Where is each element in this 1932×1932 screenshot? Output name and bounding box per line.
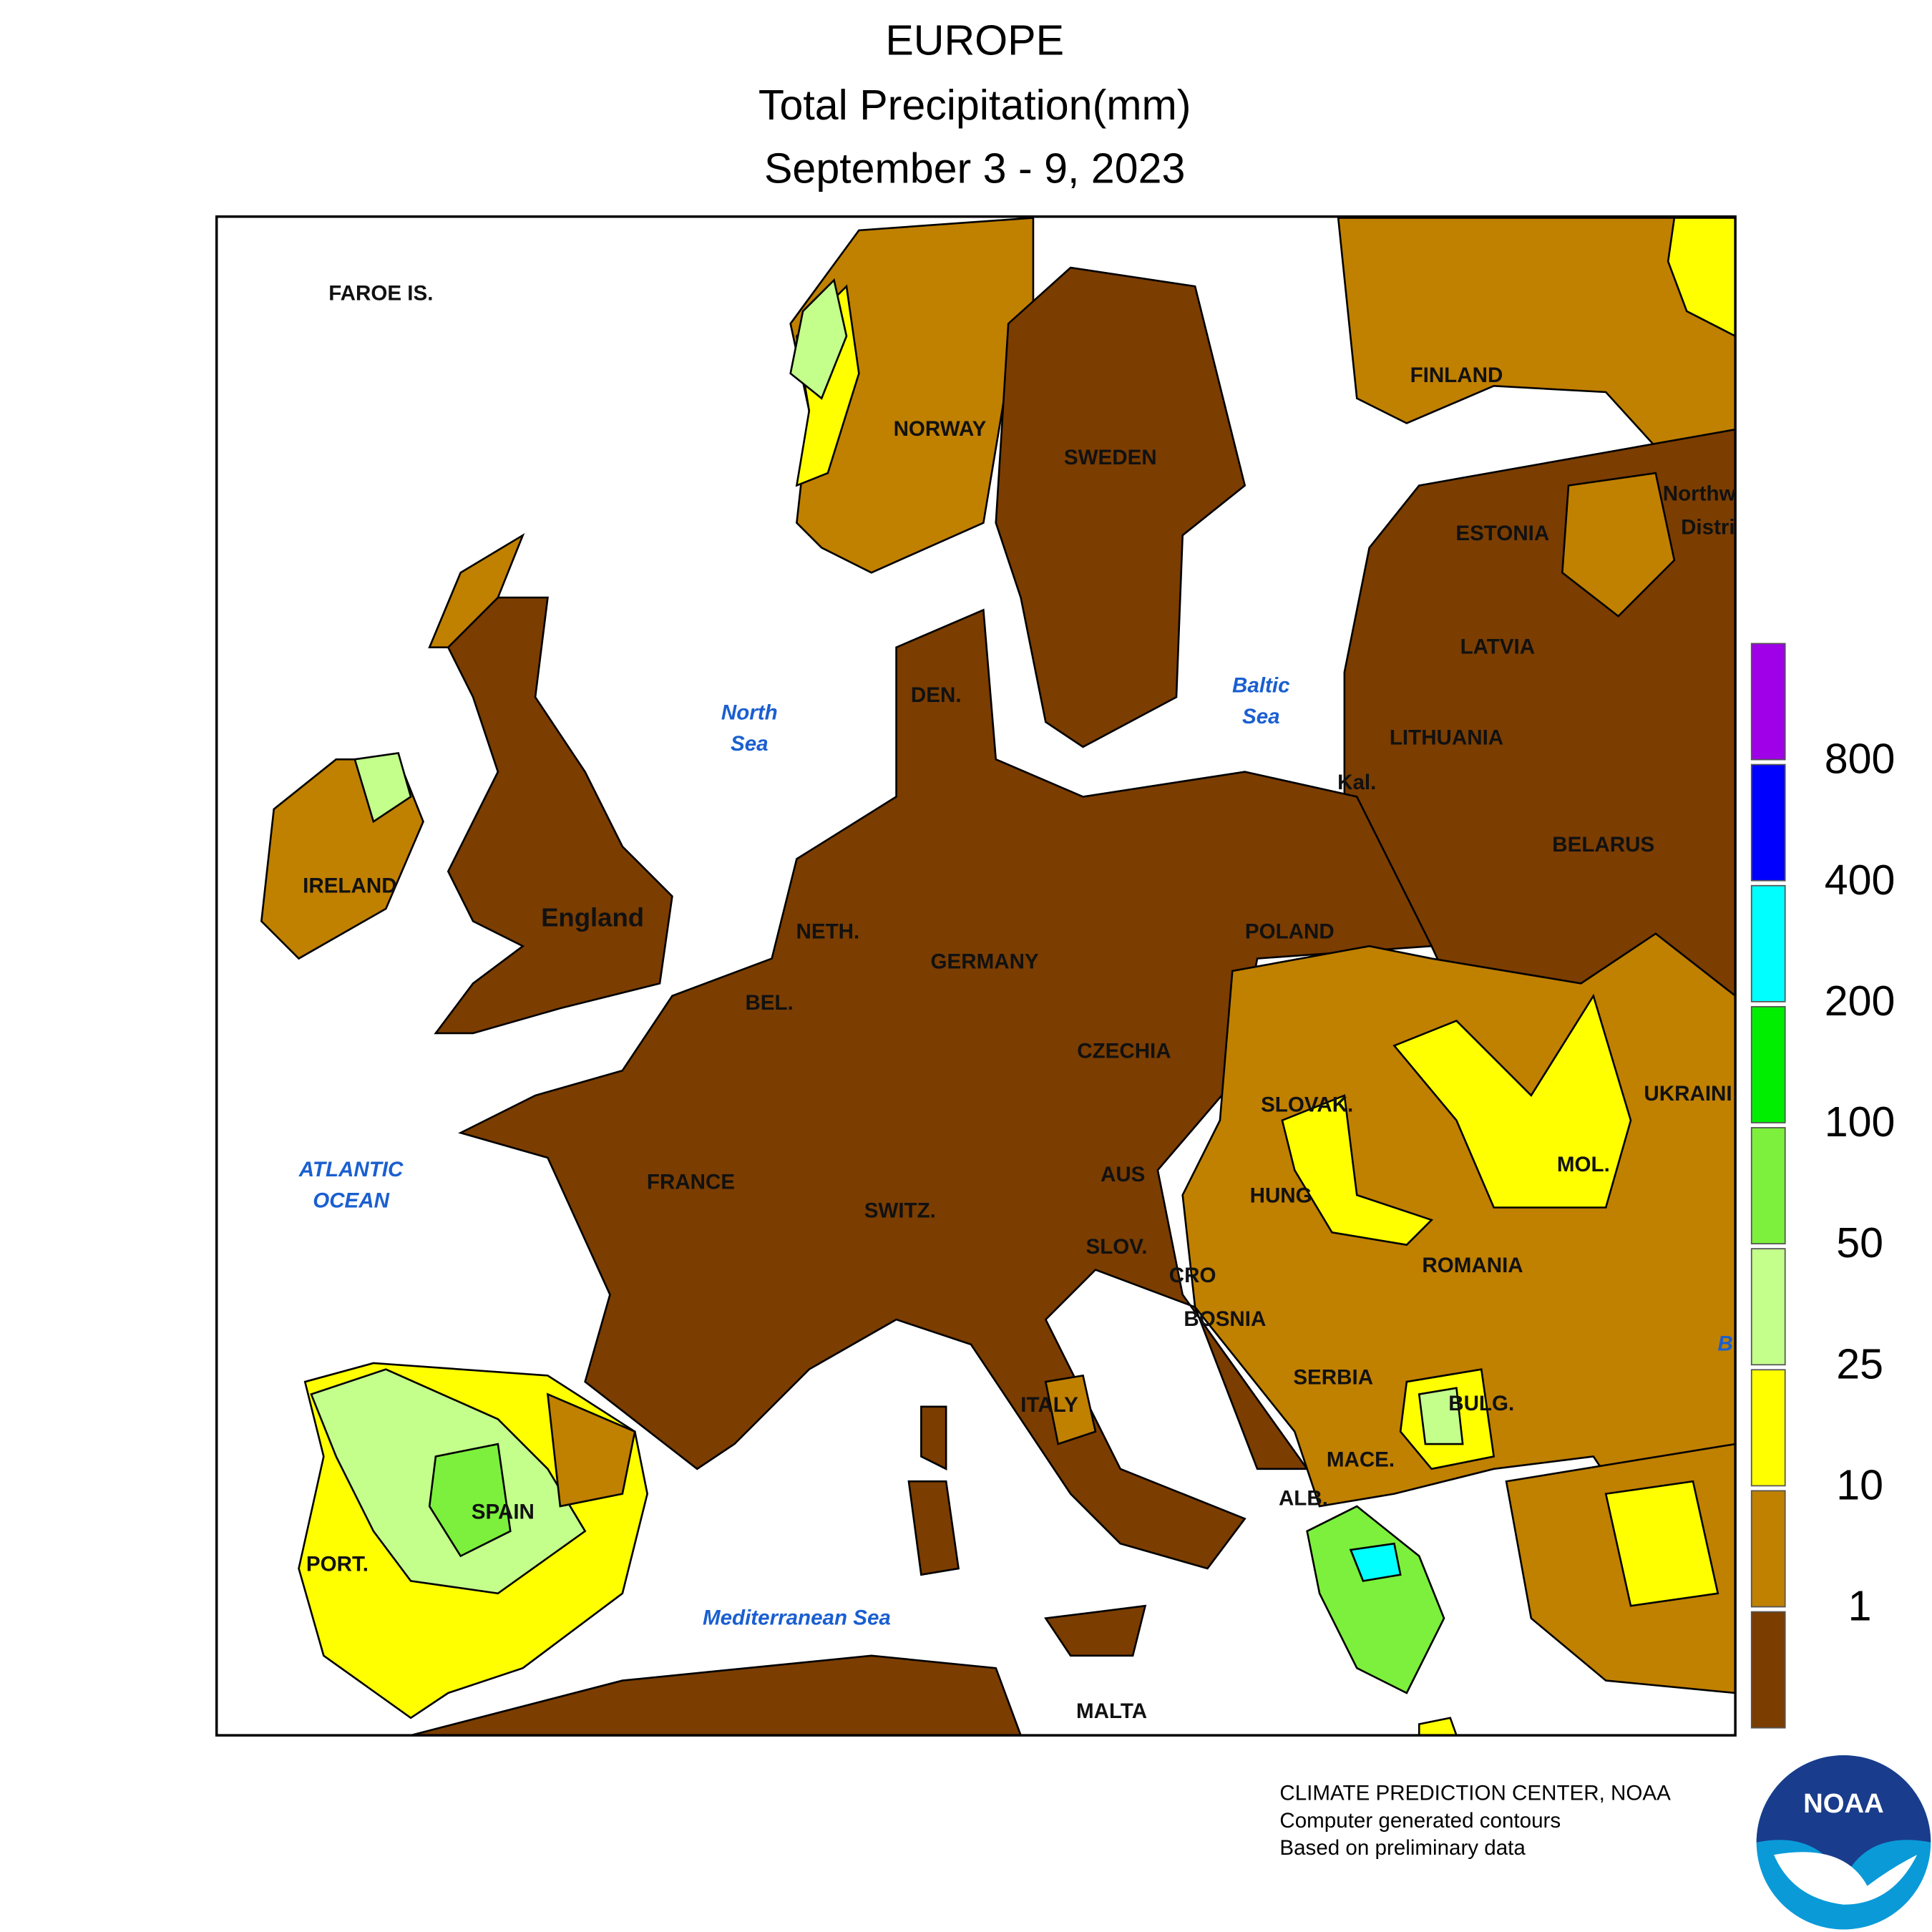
sea-label: Mediterranean Sea — [703, 1606, 891, 1629]
place-label: DEN. — [911, 683, 962, 707]
legend-swatch — [1752, 643, 1785, 759]
place-label: LITHUANIA — [1390, 726, 1503, 749]
legend-swatch — [1752, 1128, 1785, 1244]
place-label: SPAIN — [472, 1500, 535, 1523]
legend-tick-label: 800 — [1825, 735, 1896, 783]
legend-tick-label: 25 — [1836, 1340, 1883, 1387]
sea-label: OCEAN — [313, 1189, 389, 1213]
place-label: SLOV. — [1086, 1235, 1148, 1259]
place-label: BEL. — [745, 991, 793, 1015]
legend-swatch — [1752, 1612, 1785, 1728]
place-label: NETH. — [796, 920, 860, 944]
place-label: UKRAINI — [1644, 1082, 1732, 1106]
map — [217, 217, 1735, 1735]
place-label: IRELAND — [303, 874, 396, 897]
place-label: BELARUS — [1552, 833, 1654, 857]
place-label: ITALY — [1020, 1393, 1078, 1417]
place-label: SLOVAK. — [1261, 1093, 1353, 1117]
place-label: LATVIA — [1460, 635, 1536, 658]
noaa-logo: NOAA — [1757, 1755, 1931, 1930]
place-label: FAROE IS. — [328, 281, 433, 305]
legend: 1 10 25 50 100 200 400 800 — [1752, 643, 1896, 1727]
title: EUROPE — [885, 16, 1064, 64]
place-label: MOL. — [1557, 1153, 1610, 1176]
place-label: SWEDEN — [1064, 446, 1157, 469]
credit-line: Based on preliminary data — [1279, 1836, 1526, 1860]
page: EUROPE Total Precipitation(mm) September… — [0, 0, 1932, 1932]
place-label: NORWAY — [894, 417, 987, 441]
place-label: GERMANY — [931, 950, 1039, 973]
legend-swatch — [1752, 1007, 1785, 1123]
sea-label: ATLANTIC — [298, 1158, 404, 1181]
place-label: POLAND — [1245, 920, 1335, 944]
legend-tick-label: 1 — [1848, 1582, 1872, 1630]
place-label: SERBIA — [1293, 1366, 1373, 1390]
sea-label: Sea — [1242, 705, 1280, 728]
place-label: FINLAND — [1410, 364, 1503, 387]
place-label: BOSNIA — [1184, 1307, 1266, 1331]
place-label: ROMANIA — [1422, 1254, 1523, 1277]
place-label: Northw — [1663, 482, 1737, 505]
legend-swatch — [1752, 886, 1785, 1002]
place-label: Distri — [1681, 515, 1735, 539]
legend-swatch — [1752, 1249, 1785, 1365]
sea-label: Sea — [731, 732, 769, 756]
place-label: England — [541, 902, 644, 932]
place-label: BULG. — [1448, 1392, 1514, 1415]
legend-tick-label: 10 — [1836, 1461, 1883, 1509]
place-label: CZECHIA — [1077, 1040, 1171, 1063]
sea-label: B — [1718, 1332, 1733, 1356]
date-range: September 3 - 9, 2023 — [764, 145, 1185, 192]
place-label: PORT. — [306, 1552, 369, 1576]
place-label: SWITZ. — [864, 1199, 936, 1222]
place-label: HUNG — [1250, 1184, 1312, 1208]
legend-swatch — [1752, 1370, 1785, 1485]
legend-tick-label: 50 — [1836, 1219, 1883, 1267]
place-label: AUS — [1101, 1163, 1145, 1186]
credit-line: Computer generated contours — [1279, 1809, 1561, 1833]
credit-line: CLIMATE PREDICTION CENTER, NOAA — [1279, 1782, 1671, 1805]
place-label: CRO — [1169, 1264, 1216, 1287]
subtitle: Total Precipitation(mm) — [758, 81, 1191, 129]
legend-swatch — [1752, 1491, 1785, 1606]
legend-swatch — [1752, 765, 1785, 881]
legend-tick-label: 100 — [1825, 1098, 1896, 1146]
place-label: ALB. — [1279, 1486, 1328, 1510]
place-label: MACE. — [1327, 1448, 1395, 1471]
logo-text: NOAA — [1803, 1788, 1884, 1819]
place-label: ESTONIA — [1455, 522, 1549, 545]
legend-tick-label: 400 — [1825, 856, 1896, 904]
sea-label: North — [721, 701, 778, 725]
place-label: Kal. — [1337, 771, 1376, 794]
sea-label: Baltic — [1232, 673, 1290, 697]
place-label: FRANCE — [647, 1170, 735, 1194]
place-label: MALTA — [1076, 1699, 1147, 1723]
legend-tick-label: 200 — [1825, 977, 1896, 1025]
